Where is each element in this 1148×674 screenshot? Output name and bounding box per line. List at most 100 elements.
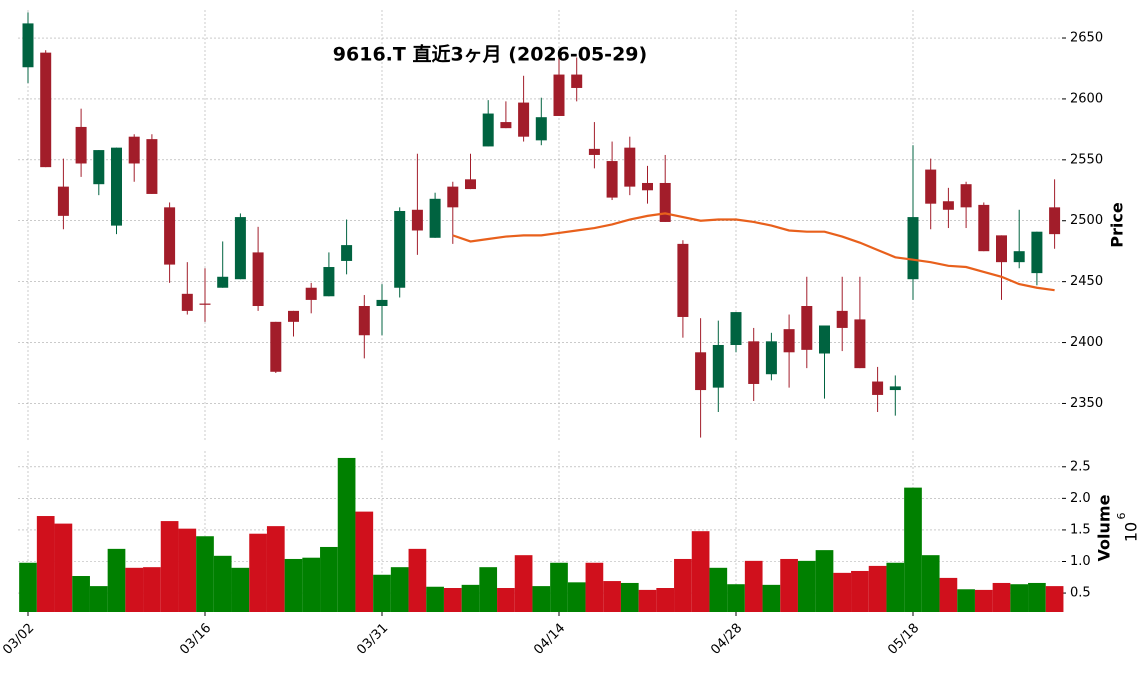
- candle-body: [93, 150, 105, 185]
- price-axis-label: Price: [1108, 202, 1127, 248]
- candle-body: [978, 204, 990, 252]
- volume-bar: [479, 567, 498, 612]
- volume-bar: [656, 588, 675, 612]
- volume-bar: [443, 588, 462, 612]
- y-tick-label: 2650: [1070, 31, 1103, 46]
- candle-body: [712, 344, 724, 388]
- volume-bar: [373, 574, 391, 612]
- volume-bar: [886, 562, 905, 612]
- volume-bar: [1010, 584, 1029, 612]
- volume-bar: [797, 560, 816, 612]
- candle-body: [128, 136, 140, 164]
- volume-bar: [550, 562, 568, 612]
- candle-body: [40, 52, 52, 168]
- candle-body: [872, 381, 884, 395]
- candle-body: [783, 329, 795, 353]
- candle-body: [411, 209, 423, 231]
- y-tick-label: 2600: [1070, 91, 1103, 106]
- volume-bar: [355, 511, 374, 612]
- candle-body: [1013, 251, 1025, 263]
- x-tick-label: 04/28: [708, 621, 745, 658]
- candle-body: [748, 341, 760, 384]
- candle-body: [642, 182, 653, 191]
- volume-bar: [674, 558, 692, 612]
- candle-body: [146, 139, 158, 194]
- volume-axis-label: Volume: [1095, 494, 1114, 561]
- volume-bar: [302, 557, 321, 612]
- y-tick-label: 2.5: [1070, 459, 1091, 474]
- volume-bar: [833, 572, 852, 612]
- volume-bar: [249, 533, 267, 612]
- volume-bar: [939, 577, 958, 612]
- candle-body: [907, 217, 919, 280]
- volume-bar: [390, 567, 409, 612]
- volume-bar: [762, 584, 781, 612]
- volume-bar: [567, 582, 586, 612]
- chart-title: 9616.T 直近3ヶ月 (2026-05-29): [333, 43, 647, 66]
- volume-bar: [585, 562, 604, 612]
- volume-bar: [744, 560, 763, 612]
- candle-body: [270, 321, 282, 372]
- candle-body: [252, 252, 264, 307]
- volume-bar: [54, 523, 73, 612]
- volume-bar: [284, 558, 303, 612]
- candle-body: [482, 113, 494, 147]
- volume-bar: [1045, 586, 1064, 612]
- candle-body: [234, 217, 246, 280]
- volume-bar: [125, 567, 144, 612]
- candle-body: [376, 299, 388, 307]
- candle-body: [305, 287, 317, 300]
- volume-scale-base: 10: [1122, 522, 1141, 542]
- volume-bar: [868, 565, 887, 612]
- volume-bar: [921, 555, 940, 612]
- volume-bar: [514, 555, 533, 612]
- volume-bar: [904, 487, 922, 612]
- volume-bar: [266, 526, 285, 612]
- candle-body: [571, 74, 583, 88]
- volume-bar: [1028, 582, 1046, 612]
- volume-bar: [974, 589, 993, 612]
- candle-body: [394, 210, 406, 288]
- volume-bar: [461, 584, 480, 612]
- volume-bar: [213, 555, 232, 612]
- candle-body: [819, 325, 830, 354]
- candle-body: [323, 267, 335, 297]
- candle-body: [624, 147, 636, 187]
- candle-body: [889, 386, 901, 391]
- volume-bar: [143, 567, 161, 612]
- candle-body: [111, 147, 122, 226]
- y-tick-label: 0.5: [1070, 586, 1091, 601]
- volume-bar: [408, 548, 427, 612]
- volume-bar: [36, 516, 55, 612]
- candle-body: [942, 201, 954, 210]
- volume-bar: [337, 457, 356, 612]
- y-tick-label: 1.0: [1070, 554, 1091, 569]
- volume-bar: [603, 581, 621, 612]
- volume-bar: [620, 582, 639, 612]
- candle-body: [588, 148, 600, 155]
- volume-bar: [691, 531, 710, 612]
- candle-body: [960, 184, 972, 208]
- candle-body: [659, 182, 671, 222]
- candle-body: [535, 117, 547, 141]
- y-tick-label: 2.0: [1070, 491, 1091, 506]
- volume-bar: [497, 588, 515, 612]
- candle-body: [836, 310, 848, 328]
- x-tick-label: 03/02: [0, 621, 37, 658]
- volume-bar: [196, 536, 214, 612]
- volume-bar: [815, 550, 834, 612]
- candle-body: [217, 276, 229, 288]
- y-tick-label: 2550: [1070, 152, 1103, 167]
- volume-scale-exponent: 6: [1115, 513, 1128, 520]
- candle-body: [1049, 207, 1061, 235]
- x-tick-label: 03/31: [354, 621, 391, 658]
- y-tick-label: 2400: [1070, 335, 1103, 350]
- candle-body: [854, 319, 866, 369]
- candle-body: [765, 341, 777, 375]
- volume-bar: [780, 558, 798, 612]
- volume-bar: [160, 521, 179, 612]
- candle-body: [606, 161, 618, 198]
- candle-body: [22, 23, 34, 68]
- candle-body: [164, 207, 176, 265]
